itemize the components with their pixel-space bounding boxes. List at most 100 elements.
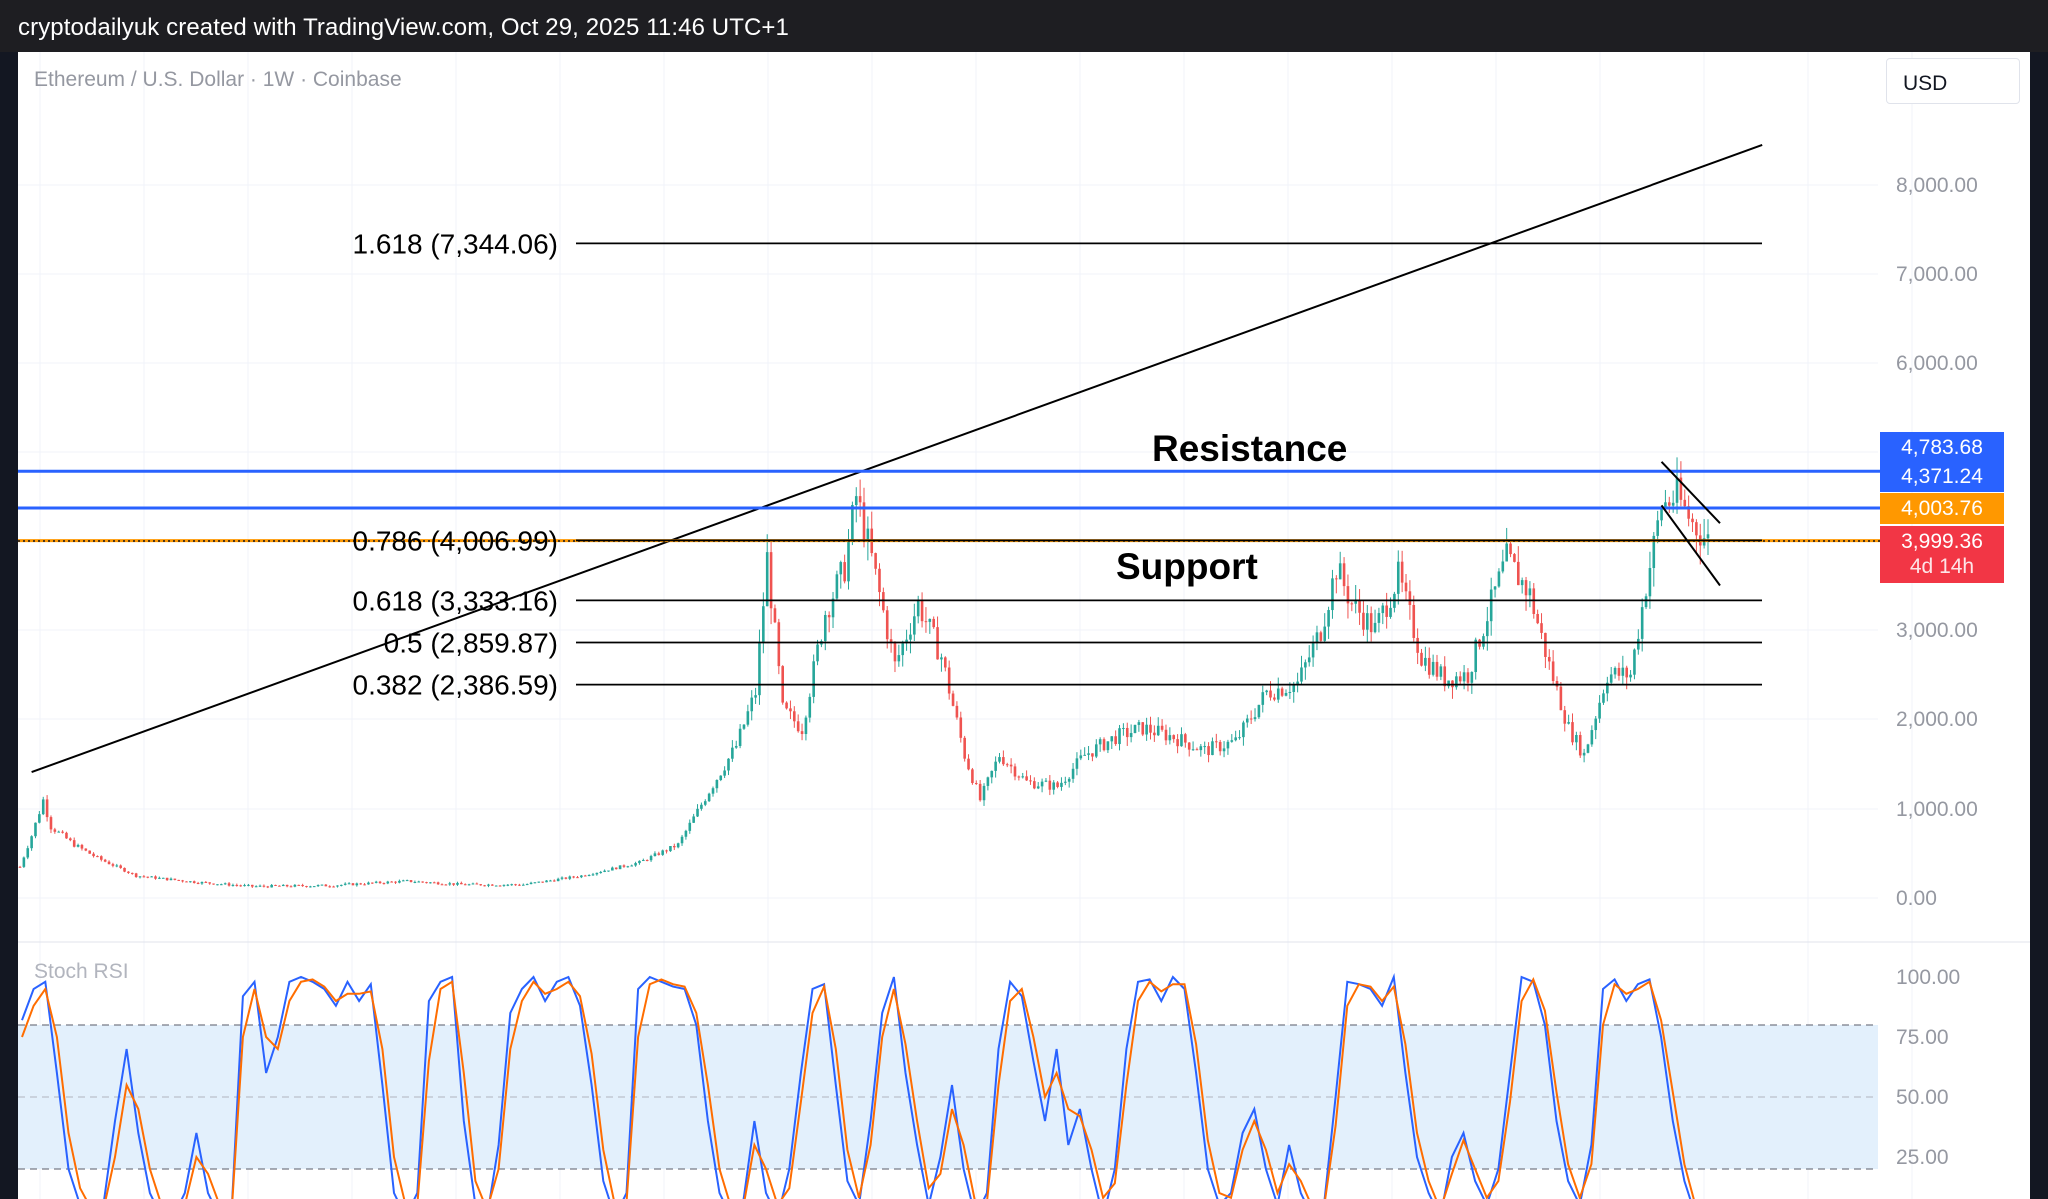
candle-body — [401, 880, 405, 882]
candle-body — [328, 886, 332, 888]
candle-body — [312, 886, 316, 888]
candle-body — [119, 865, 122, 868]
candle-body — [1091, 753, 1094, 757]
candle-body — [1664, 502, 1667, 509]
candle-body — [1029, 780, 1032, 782]
candle-body — [127, 871, 130, 873]
candle-body — [1242, 722, 1245, 738]
candle-body — [1435, 661, 1439, 677]
candle-body — [1106, 741, 1110, 751]
chart-canvas[interactable]: 0.001,000.002,000.003,000.004,000.006,00… — [18, 52, 2030, 1199]
candle-body — [591, 874, 595, 876]
candle-body — [1137, 722, 1141, 725]
candle-body — [1280, 688, 1284, 696]
candle-body — [719, 775, 723, 780]
candle-body — [429, 882, 432, 884]
candle-body — [1327, 610, 1330, 627]
candle-body — [1323, 626, 1327, 641]
candle-body — [587, 875, 591, 877]
candle-body — [1578, 735, 1582, 756]
candle-body — [1404, 582, 1408, 592]
candle-body — [700, 804, 703, 809]
candle-body — [901, 643, 905, 656]
candle-body — [343, 883, 347, 885]
candle-body — [893, 642, 897, 662]
candle-body — [974, 783, 978, 785]
candle-body — [1637, 638, 1640, 650]
candle-body — [103, 859, 107, 862]
candle-body — [1671, 502, 1675, 506]
candle-body — [599, 871, 603, 873]
stoch-axis-tick-label: 75.00 — [1896, 1026, 1949, 1049]
candle-body — [1249, 718, 1253, 720]
price-axis-tick-label: 6,000.00 — [1896, 352, 1978, 375]
candle-body — [479, 884, 483, 886]
candle-body — [1509, 543, 1512, 555]
candle-body — [49, 817, 53, 830]
candle-body — [235, 884, 239, 886]
candle-body — [382, 883, 386, 885]
candle-body — [626, 866, 630, 868]
candle-body — [518, 884, 521, 886]
candle-body — [351, 883, 355, 886]
candle-body — [266, 886, 270, 888]
currency-button[interactable]: USD — [1886, 58, 2020, 104]
candle-body — [1009, 764, 1013, 767]
candle-body — [1265, 690, 1268, 693]
candle-body — [347, 883, 351, 885]
candle-body — [808, 696, 812, 718]
candle-body — [885, 610, 889, 640]
candle-body — [247, 884, 250, 886]
candle-body — [595, 872, 599, 875]
candle-body — [1544, 632, 1547, 657]
candle-body — [874, 553, 877, 569]
candle-body — [460, 882, 463, 885]
candle-body — [1609, 674, 1613, 683]
candle-body — [107, 861, 111, 865]
candle-body — [1695, 522, 1698, 536]
candle-body — [138, 876, 142, 878]
candle-body — [1153, 732, 1156, 736]
candle-body — [603, 870, 606, 872]
candle-body — [696, 808, 699, 817]
candle-body — [165, 877, 169, 881]
candle-body — [491, 884, 494, 886]
candle-body — [1195, 749, 1199, 751]
candle-body — [471, 883, 475, 885]
candle-body — [1482, 636, 1485, 647]
chart-panel[interactable]: 0.001,000.002,000.003,000.004,000.006,00… — [18, 52, 2030, 1199]
candle-body — [41, 799, 45, 815]
candle-body — [1528, 588, 1532, 596]
candle-body — [1276, 688, 1280, 700]
candle-body — [1234, 737, 1237, 741]
candle-body — [827, 614, 831, 618]
fib-level-label: 0.618 (3,333.16) — [353, 585, 559, 616]
candle-body — [897, 655, 901, 662]
candle-body — [1060, 782, 1063, 787]
candle-body — [1420, 652, 1423, 666]
candle-body — [1571, 722, 1574, 743]
candle-body — [421, 881, 424, 883]
candle-body — [835, 574, 839, 599]
candle-body — [177, 879, 181, 881]
candle-body — [1443, 666, 1447, 687]
candle-body — [1613, 667, 1617, 675]
fib-level-label: 0.786 (4,006.99) — [353, 525, 559, 556]
support-annotation: Support — [1116, 546, 1258, 587]
candle-body — [765, 552, 769, 607]
candle-body — [1083, 754, 1086, 756]
candle-body — [642, 860, 645, 862]
candle-body — [684, 830, 688, 837]
candle-body — [1172, 735, 1176, 740]
candle-body — [1338, 563, 1342, 580]
candle-body — [1184, 734, 1187, 743]
candle-body — [1540, 623, 1543, 633]
candle-body — [638, 860, 641, 864]
candle-body — [316, 885, 320, 887]
candle-body — [100, 856, 103, 860]
candle-body — [1335, 578, 1338, 580]
candle-body — [142, 876, 146, 878]
candle-body — [371, 882, 374, 884]
candle-body — [262, 885, 266, 887]
candle-body — [1389, 607, 1392, 617]
